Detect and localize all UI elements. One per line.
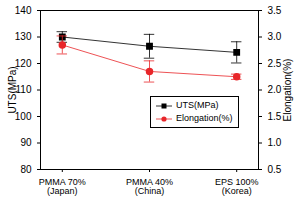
html-text:Elongation(%): Elongation(%) bbox=[176, 113, 233, 123]
svg-text:80: 80 bbox=[20, 164, 32, 175]
svg-text:2.0: 2.0 bbox=[268, 84, 282, 95]
svg-text:EPS 100%(Korea): EPS 100%(Korea) bbox=[215, 177, 259, 196]
svg-text:140: 140 bbox=[15, 5, 32, 16]
svg-text:130: 130 bbox=[15, 31, 32, 42]
svg-text:2.5: 2.5 bbox=[268, 58, 282, 69]
svg-text:3.0: 3.0 bbox=[268, 31, 282, 42]
svg-text:0.5: 0.5 bbox=[268, 164, 282, 175]
svg-text:1.0: 1.0 bbox=[268, 137, 282, 148]
svg-text:PMMA 40%(China): PMMA 40%(China) bbox=[126, 177, 173, 196]
svg-text:120: 120 bbox=[14, 57, 32, 69]
svg-text:1.5: 1.5 bbox=[268, 111, 282, 122]
svg-text:90: 90 bbox=[20, 137, 32, 148]
svg-text:3.5: 3.5 bbox=[268, 5, 282, 16]
svg-text:110: 110 bbox=[16, 84, 32, 95]
svg-text:UTS(MPa): UTS(MPa) bbox=[7, 66, 18, 113]
svg-text:PMMA 70%(Japan): PMMA 70%(Japan) bbox=[39, 177, 86, 196]
html-text:UTS(MPa): UTS(MPa) bbox=[176, 100, 219, 110]
svg-text:100: 100 bbox=[14, 110, 32, 122]
svg-text:Elongation(%): Elongation(%) bbox=[282, 59, 293, 122]
